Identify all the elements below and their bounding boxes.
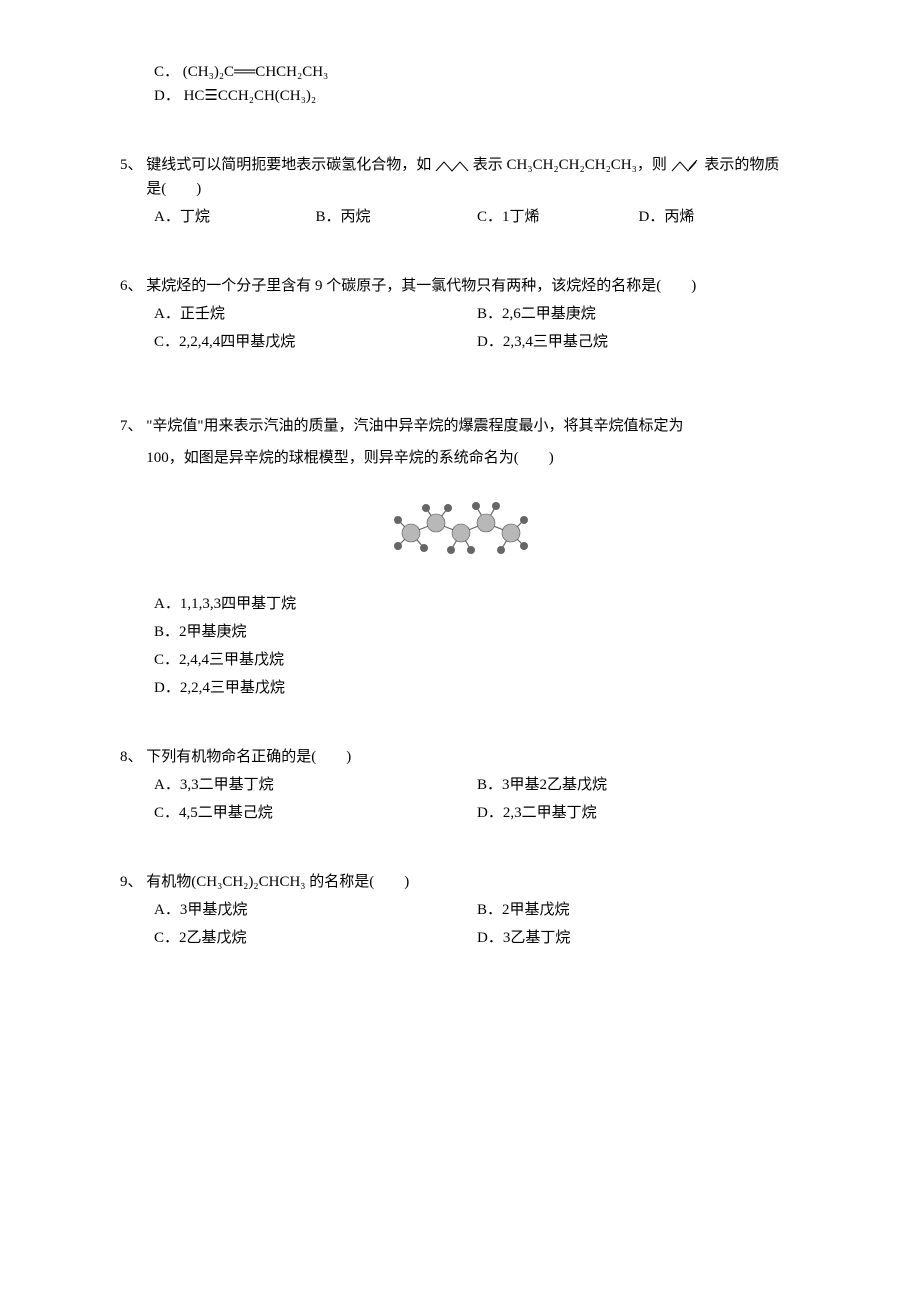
opt-c: C．1­丁烯 (477, 205, 639, 229)
opt-label: D． (154, 88, 180, 104)
q-text: 有机物(CH₃CH₂)₂CHCH₃ 的名称是( ) (146, 874, 409, 890)
question-9: 9、 有机物(CH₃CH₂)₂CHCH₃ 的名称是( ) A．3­甲基戊烷 B．… (120, 870, 800, 950)
opt-c: C．2,4,4­三甲基戊烷 (120, 648, 800, 672)
opt-b: B．2­甲基戊烷 (477, 898, 800, 922)
opt-b: B．2­甲基庚烷 (120, 620, 800, 644)
question-5: 5、 键线式可以简明扼要地表示碳氢化合物，如 表示 CH₃CH₂CH₂CH₂CH… (120, 153, 800, 229)
q-num: 5、 (120, 153, 143, 177)
question-7: 7、 "辛烷值"用来表示汽油的质量，汽油中异辛烷的爆震程度最小，将其辛烷值标定为… (120, 414, 800, 700)
opt-d: D．2,3,4­三甲基己烷 (477, 330, 800, 354)
question-8: 8、 下列有机物命名正确的是( ) A．3,3­二甲基丁烷 B．3­甲基­2­乙… (120, 745, 800, 825)
q-text: 键线式可以简明扼要地表示碳氢化合物，如 (146, 157, 431, 173)
opt-text: HC☰CCH₂CH(CH₃)₂ (184, 88, 316, 104)
opt-c: C．4,5­二甲基己烷 (154, 801, 477, 825)
q-text: 下列有机物命名正确的是( ) (146, 749, 351, 765)
opt-d: D．丙烯 (639, 205, 801, 229)
opt-b: B．3­甲基­2­乙基戊烷 (477, 773, 800, 797)
q-text: 表示 CH₃CH₂CH₂CH₂CH₃，则 (473, 157, 667, 173)
q-num: 7、 (120, 414, 143, 438)
question-4-cd: C． (CH₃)₂C══CHCH₂CH₃ D． HC☰CCH₂CH(CH₃)₂ (120, 60, 800, 108)
opt-d: D．2,2,4­三甲基戊烷 (120, 676, 800, 700)
opt-a: A．正壬烷 (154, 302, 477, 326)
opt-d: D．2,3­二甲基丁烷 (477, 801, 800, 825)
opt-a: A．3­甲基戊烷 (154, 898, 477, 922)
q-num: 8、 (120, 745, 143, 769)
opt-label: C． (154, 64, 179, 80)
question-6: 6、 某烷烃的一个分子里含有 9 个碳原子，其一氯代物只有两种，该烷烃的名称是(… (120, 274, 800, 354)
molecule-model-icon (376, 478, 556, 578)
q-text: "辛烷值"用来表示汽油的质量，汽油中异辛烷的爆震程度最小，将其辛烷值标定为 (146, 414, 786, 438)
opt-c: C．2­乙基戊烷 (154, 926, 477, 950)
opt-a: A．1,1,3,3­四甲基丁烷 (120, 592, 800, 616)
q-text: 100，如图是异辛烷的球棍模型，则异辛烷的系统命名为( ) (146, 446, 786, 470)
opt-b: B．丙烷 (316, 205, 478, 229)
opt-a: A．3,3­二甲基丁烷 (154, 773, 477, 797)
opt-a: A．丁烷 (154, 205, 316, 229)
zigzag-double-icon (671, 160, 701, 172)
q-num: 6、 (120, 274, 143, 298)
opt-c: C．2,2,4,4­四甲基戊烷 (154, 330, 477, 354)
q-text: 某烷烃的一个分子里含有 9 个碳原子，其一氯代物只有两种，该烷烃的名称是( ) (146, 278, 696, 294)
zigzag-icon (435, 160, 469, 172)
opt-text: (CH₃)₂C══CHCH₂CH₃ (183, 64, 329, 80)
opt-b: B．2,6­二甲基庚烷 (477, 302, 800, 326)
q-num: 9、 (120, 870, 143, 894)
opt-d: D．3­乙基丁烷 (477, 926, 800, 950)
